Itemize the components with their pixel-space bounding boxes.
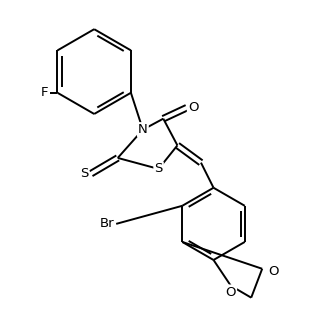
Text: S: S [154,162,163,175]
Text: Br: Br [100,217,114,230]
Text: N: N [138,123,148,136]
Text: O: O [188,100,198,114]
Text: F: F [41,86,48,99]
Text: O: O [225,286,236,299]
Text: O: O [268,265,279,278]
Text: S: S [80,167,88,180]
